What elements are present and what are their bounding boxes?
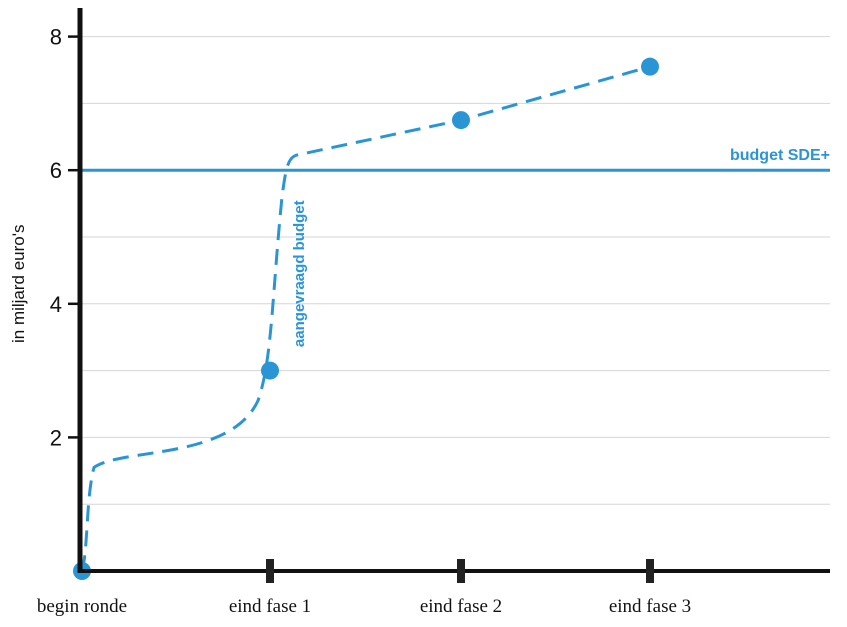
xtick-mark-3 <box>646 559 654 583</box>
series-line-aangevraagd-budget <box>80 65 651 572</box>
gridlines <box>80 36 830 505</box>
ytick-label-6: 6 <box>50 158 62 183</box>
data-point-2 <box>452 111 470 130</box>
xtick-label-0: begin ronde <box>37 596 127 617</box>
y-axis-label: in miljard euro's <box>9 225 28 344</box>
reference-line-label: budget SDE+ <box>730 147 830 164</box>
xtick-label-2: eind fase 2 <box>420 596 502 617</box>
xtick-label-1: eind fase 1 <box>229 596 311 617</box>
series-name-label: aangevraagd budget <box>291 200 308 347</box>
ytick-label-2: 2 <box>50 425 62 450</box>
labels: 2 4 6 8 budget SDE+ begin ronde eind fase 1 ein… <box>9 25 830 617</box>
xtick-label-3: eind fase 3 <box>609 596 691 617</box>
data-point-3 <box>641 57 659 76</box>
xtick-mark-2 <box>457 559 465 583</box>
axes <box>68 8 830 583</box>
ytick-label-8: 8 <box>50 25 62 50</box>
xtick-mark-1 <box>266 559 274 583</box>
series-layer <box>73 57 659 580</box>
data-point-1 <box>261 361 279 380</box>
ytick-label-4: 4 <box>50 292 62 317</box>
